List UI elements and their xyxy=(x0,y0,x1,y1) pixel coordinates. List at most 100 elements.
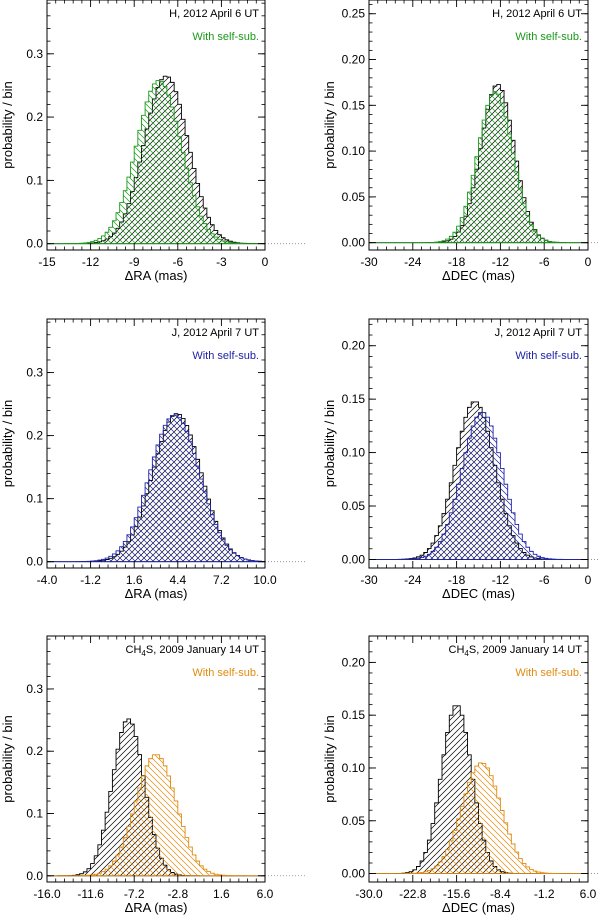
x-axis-label: ΔRA (mas) xyxy=(125,900,188,915)
x-tick-label: -15 xyxy=(38,255,56,269)
title-part: CH xyxy=(449,644,465,656)
x-tick-label: -22.8 xyxy=(399,887,427,901)
x-tick-label: -8.4 xyxy=(490,887,511,901)
y-tick-label: 0.20 xyxy=(342,53,366,67)
x-tick-label: -30 xyxy=(360,255,378,269)
title-part: H, 2012 April 6 UT xyxy=(492,8,582,20)
y-tick-label: 0.3 xyxy=(26,366,43,380)
y-tick-label: 0.00 xyxy=(342,552,366,566)
plot-frame xyxy=(46,0,266,251)
x-tick-label: 6.0 xyxy=(257,887,274,901)
y-tick-label: 0.15 xyxy=(342,98,366,112)
legend-with-self-sub: With self-sub. xyxy=(192,31,259,43)
histogram-panel-5: -16.0 -11.6 -7.2 -2.8 1.6 6.0 0.0 0.1 0.2 0.3 ΔRA … xyxy=(0,635,307,915)
histogram-with-self-sub xyxy=(47,80,265,245)
y-tick-label: 0.25 xyxy=(342,7,366,21)
x-tick-label: -1.2 xyxy=(534,887,555,901)
title-part: J, 2012 April 7 UT xyxy=(172,327,260,339)
title-subscript: 4 xyxy=(141,649,146,658)
y-tick-label: 0.00 xyxy=(342,867,366,881)
title-part: CH xyxy=(126,644,142,656)
x-tick-label: -18 xyxy=(448,573,466,587)
y-tick-label: 0.2 xyxy=(26,429,43,443)
y-tick-label: 0.2 xyxy=(26,744,43,758)
y-tick-label: 0.05 xyxy=(342,190,366,204)
x-tick-label: -16.0 xyxy=(33,887,61,901)
histogram-panel-2: -30 -24 -18 -12 -6 0 0.00 0.05 0.10 0.15 0.20 0.25 Δ… xyxy=(322,0,600,283)
y-tick-label: 0.1 xyxy=(26,492,43,506)
x-tick-label: -2.8 xyxy=(167,887,188,901)
panel-title: CH4S, 2009 January 14 UT xyxy=(449,644,583,658)
title-part: H, 2012 April 6 UT xyxy=(169,8,259,20)
x-tick-label: -12 xyxy=(82,255,100,269)
x-tick-label: -9 xyxy=(129,255,140,269)
histogram-panel-1: -15 -12 -9 -6 -3 0 0.0 0.1 0.2 0.3 ΔRA (mas) probab… xyxy=(0,0,307,283)
y-tick-label: 0.3 xyxy=(26,47,43,61)
y-axis-label: probability / bin xyxy=(0,715,15,802)
y-axis-label: probability / bin xyxy=(0,400,15,487)
x-tick-label: 0 xyxy=(262,255,269,269)
x-tick-label: 6.0 xyxy=(580,887,597,901)
x-tick-label: -4.0 xyxy=(37,573,58,587)
x-axis-label: ΔDEC (mas) xyxy=(442,268,515,283)
plot-frame xyxy=(46,635,266,883)
plot-frame xyxy=(46,318,266,569)
x-tick-label: -12 xyxy=(492,573,510,587)
y-axis-label: probability / bin xyxy=(322,715,337,802)
y-tick-label: 0.00 xyxy=(342,236,366,250)
x-tick-label: 0 xyxy=(585,573,592,587)
plot-frame xyxy=(368,635,589,883)
y-tick-label: 0.10 xyxy=(342,446,366,460)
histogram-with-self-sub xyxy=(47,754,265,877)
y-tick-label: 0.05 xyxy=(342,499,366,513)
y-tick-label: 0.20 xyxy=(342,339,366,353)
x-tick-label: 1.6 xyxy=(126,573,143,587)
y-tick-label: 0.15 xyxy=(342,392,366,406)
x-tick-label: 4.4 xyxy=(169,573,186,587)
x-tick-label: 1.6 xyxy=(213,887,230,901)
x-axis-label: ΔRA (mas) xyxy=(125,586,188,601)
histogram-with-self-sub xyxy=(369,762,588,874)
legend-with-self-sub: With self-sub. xyxy=(192,667,259,679)
histogram-with-self-sub xyxy=(47,414,266,563)
title-part: S, 2009 January 14 UT xyxy=(146,644,259,656)
y-axis-label: probability / bin xyxy=(322,81,337,168)
y-tick-label: 0.2 xyxy=(26,110,43,124)
title-subscript: 4 xyxy=(464,649,469,658)
legend-with-self-sub: With self-sub. xyxy=(515,667,582,679)
histogram-with-self-sub xyxy=(369,91,588,244)
x-axis-label: ΔDEC (mas) xyxy=(442,900,515,915)
x-tick-label: -6 xyxy=(172,255,183,269)
legend-with-self-sub: With self-sub. xyxy=(192,350,259,362)
y-tick-label: 0.1 xyxy=(26,806,43,820)
x-tick-label: -18 xyxy=(448,255,466,269)
y-tick-label: 0.10 xyxy=(342,761,366,775)
x-tick-label: -11.6 xyxy=(77,887,104,901)
x-axis-label: ΔDEC (mas) xyxy=(442,586,515,601)
x-tick-label: -24 xyxy=(404,255,422,269)
x-tick-label: -6 xyxy=(539,573,550,587)
y-tick-label: 0.0 xyxy=(26,869,43,883)
x-tick-label: 7.2 xyxy=(213,573,230,587)
histogram-with-self-sub xyxy=(369,412,588,560)
plot-frame xyxy=(368,318,589,569)
panel-title: J, 2012 April 7 UT xyxy=(172,327,260,339)
panel-title: CH4S, 2009 January 14 UT xyxy=(126,644,260,658)
histogram-panel-3: -4.0 -1.2 1.6 4.4 7.2 10.0 0.0 0.1 0.2 0.3 ΔRA (ma… xyxy=(0,318,307,601)
x-axis-label: ΔRA (mas) xyxy=(125,268,188,283)
y-tick-label: 0.0 xyxy=(26,237,43,251)
y-tick-label: 0.0 xyxy=(26,555,43,569)
x-tick-label: -15.6 xyxy=(443,887,471,901)
x-tick-label: -7.2 xyxy=(124,887,145,901)
y-tick-label: 0.3 xyxy=(26,682,43,696)
y-tick-label: 0.20 xyxy=(342,655,366,669)
legend-with-self-sub: With self-sub. xyxy=(515,31,582,43)
y-tick-label: 0.1 xyxy=(26,173,43,187)
title-part: S, 2009 January 14 UT xyxy=(469,644,582,656)
x-tick-label: -24 xyxy=(404,573,422,587)
x-tick-label: -3 xyxy=(216,255,227,269)
y-tick-label: 0.05 xyxy=(342,814,366,828)
title-part: J, 2012 April 7 UT xyxy=(495,327,583,339)
histogram-panel-6: -30.0 -22.8 -15.6 -8.4 -1.2 6.0 0.00 0.05 0.10 0.… xyxy=(322,635,600,915)
